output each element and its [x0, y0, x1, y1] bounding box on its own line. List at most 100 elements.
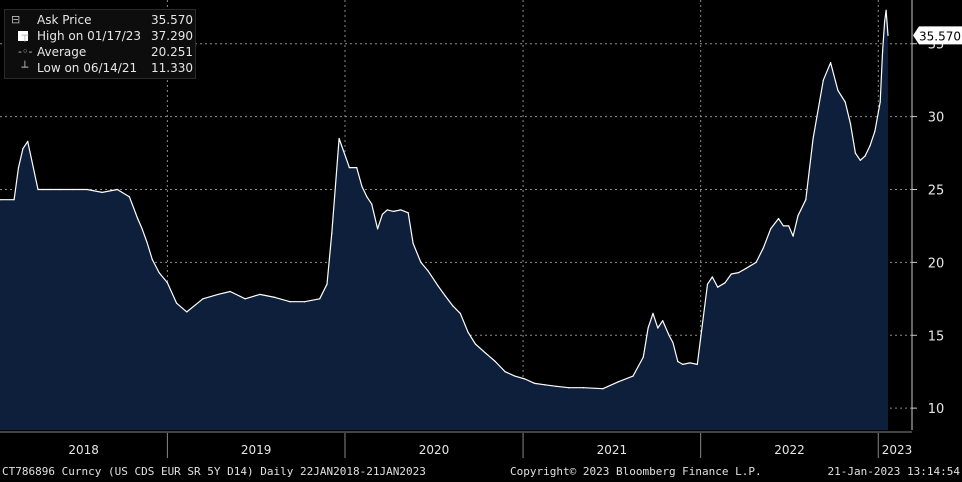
price-point [407, 212, 409, 214]
price-point [689, 362, 691, 364]
price-point [602, 388, 604, 390]
copyright-notice: Copyright© 2023 Bloomberg Finance L.P. [510, 465, 762, 478]
legend-value: 11.330 [151, 61, 193, 75]
x-tick-label: 2022 [774, 443, 805, 457]
price-point [844, 101, 846, 103]
price-point [879, 101, 881, 103]
price-point [17, 167, 20, 169]
y-tick-label: 20 [928, 256, 945, 271]
price-point [420, 261, 422, 263]
price-point [303, 301, 306, 303]
price-point [822, 79, 824, 81]
price-point [244, 298, 246, 300]
price-point [647, 327, 649, 329]
last-price-tag: 35.570 [913, 26, 962, 45]
price-point [706, 283, 709, 285]
price-point [657, 327, 659, 329]
price-point [326, 283, 328, 285]
legend-label: High on 01/17/23 [37, 29, 142, 43]
price-point [696, 363, 698, 366]
price-point [37, 188, 39, 191]
price-point [555, 385, 557, 387]
chart-footer: CT786896 Curncy (US CDS EUR SR 5Y D14) D… [0, 464, 962, 482]
price-point [459, 312, 461, 314]
price-point [568, 387, 570, 389]
price-point [662, 320, 664, 322]
price-point [632, 375, 634, 377]
price-point [166, 282, 168, 284]
price-point [393, 210, 395, 212]
legend-label: Average [37, 45, 87, 59]
price-point [101, 191, 103, 194]
ask-price-area [0, 10, 888, 431]
price-point [829, 62, 832, 64]
timestamp: 21-Jan-2023 13:14:54 [827, 465, 960, 478]
price-point [882, 50, 884, 52]
price-point [319, 298, 321, 300]
price-point [381, 213, 384, 215]
price-points [0, 9, 889, 390]
price-point [494, 360, 496, 363]
price-point [854, 152, 856, 154]
y-tick-label: 10 [928, 402, 945, 417]
price-point [59, 188, 61, 191]
average-marker-icon: -◦- [11, 45, 33, 58]
legend-label: Low on 06/14/21 [37, 61, 138, 75]
square-icon: ⊟ [11, 12, 33, 41]
price-point [467, 331, 469, 333]
price-point [427, 270, 429, 272]
x-tick-label: 2020 [419, 443, 450, 457]
price-point [534, 382, 536, 384]
price-point [652, 312, 654, 314]
price-point [777, 218, 780, 220]
price-point [22, 148, 24, 150]
price-point [259, 293, 261, 296]
price-point [400, 209, 402, 211]
price-point [356, 167, 358, 169]
price-point [412, 242, 414, 245]
price-point [797, 215, 799, 217]
price-point [885, 9, 887, 11]
price-point [504, 371, 506, 373]
price-point [883, 21, 886, 23]
price-point [755, 261, 757, 263]
legend-value: 35.570 [151, 13, 193, 27]
price-point [437, 285, 439, 287]
price-point [217, 293, 219, 296]
price-point [176, 302, 178, 304]
x-tick-label: 2019 [241, 443, 272, 457]
price-point [202, 298, 204, 300]
x-tick-label: 2023 [882, 443, 913, 457]
price-point [484, 352, 486, 354]
price-point [86, 188, 88, 191]
legend-row-average: -◦- Average 20.251 [11, 44, 193, 60]
price-point [668, 334, 670, 336]
price-point [770, 228, 772, 230]
last-price-label: 35.570 [919, 29, 961, 43]
price-point [289, 301, 291, 303]
chart-legend: ⊟ Ask Price 35.570 ┬ High on 01/17/23 37… [4, 9, 196, 79]
price-point [677, 360, 679, 363]
high-marker-icon: ┬ [11, 29, 29, 42]
price-point [672, 341, 674, 344]
price-point [792, 235, 794, 237]
price-point [837, 89, 839, 91]
legend-row-ask-price: ⊟ Ask Price 35.570 [11, 12, 193, 41]
price-point [544, 384, 546, 386]
price-point [386, 209, 388, 211]
price-point [361, 185, 363, 188]
price-point [42, 188, 44, 191]
price-point [376, 228, 379, 230]
price-point [849, 123, 852, 125]
price-point [366, 196, 368, 198]
price-point [338, 137, 340, 140]
price-point [474, 343, 476, 345]
price-point [514, 375, 516, 377]
price-point [864, 155, 866, 157]
price-point [524, 378, 526, 380]
price-point [805, 199, 807, 201]
price-point [812, 137, 814, 140]
x-tick-label: 2021 [597, 443, 628, 457]
security-description: CT786896 Curncy (US CDS EUR SR 5Y D14) D… [2, 465, 426, 478]
